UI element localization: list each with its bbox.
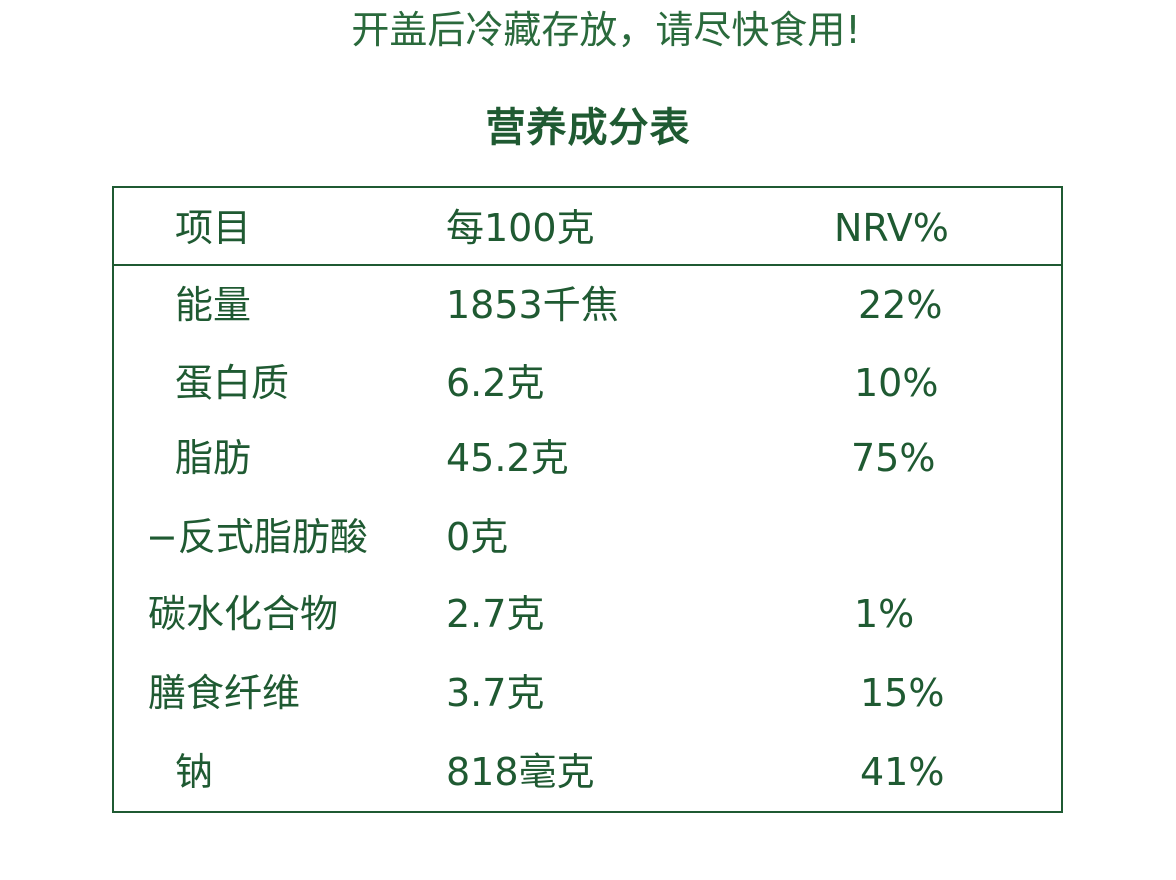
row-carbohydrate-nrv: 1% <box>854 592 915 636</box>
row-protein-nrv: 10% <box>854 361 939 405</box>
row-energy-amount: 1853千焦 <box>446 283 619 327</box>
row-energy-nrv: 22% <box>858 283 943 327</box>
row-dietary-fiber-nrv: 15% <box>860 671 945 715</box>
header-nrv: NRV% <box>834 206 949 250</box>
row-fat-item: 脂肪 <box>175 436 252 480</box>
header-item: 项目 <box>175 206 252 250</box>
row-trans-fat-amount: 0克 <box>446 515 509 559</box>
header-divider <box>114 264 1061 266</box>
row-fat-nrv: 75% <box>851 436 936 480</box>
header-per-100g: 每100克 <box>446 206 595 250</box>
row-sodium-amount: 818毫克 <box>446 750 595 794</box>
nutrition-table-title: 营养成分表 <box>485 105 691 151</box>
row-sodium-item: 钠 <box>175 750 214 794</box>
row-carbohydrate-amount: 2.7克 <box>446 592 545 636</box>
row-carbohydrate-item: 碳水化合物 <box>148 592 339 636</box>
row-trans-fat-item: −反式脂肪酸 <box>146 515 368 559</box>
row-energy-item: 能量 <box>175 283 252 327</box>
row-protein-amount: 6.2克 <box>446 361 545 405</box>
row-sodium-nrv: 41% <box>860 750 945 794</box>
row-dietary-fiber-amount: 3.7克 <box>446 671 545 715</box>
row-protein-item: 蛋白质 <box>175 361 290 405</box>
row-dietary-fiber-item: 膳食纤维 <box>148 671 301 715</box>
row-fat-amount: 45.2克 <box>446 436 569 480</box>
storage-notice: 开盖后冷藏存放，请尽快食用! <box>351 8 861 52</box>
nutrition-facts-table: 项目 每100克 NRV% 能量 1853千焦 22% 蛋白质 6.2克 10%… <box>112 186 1063 813</box>
